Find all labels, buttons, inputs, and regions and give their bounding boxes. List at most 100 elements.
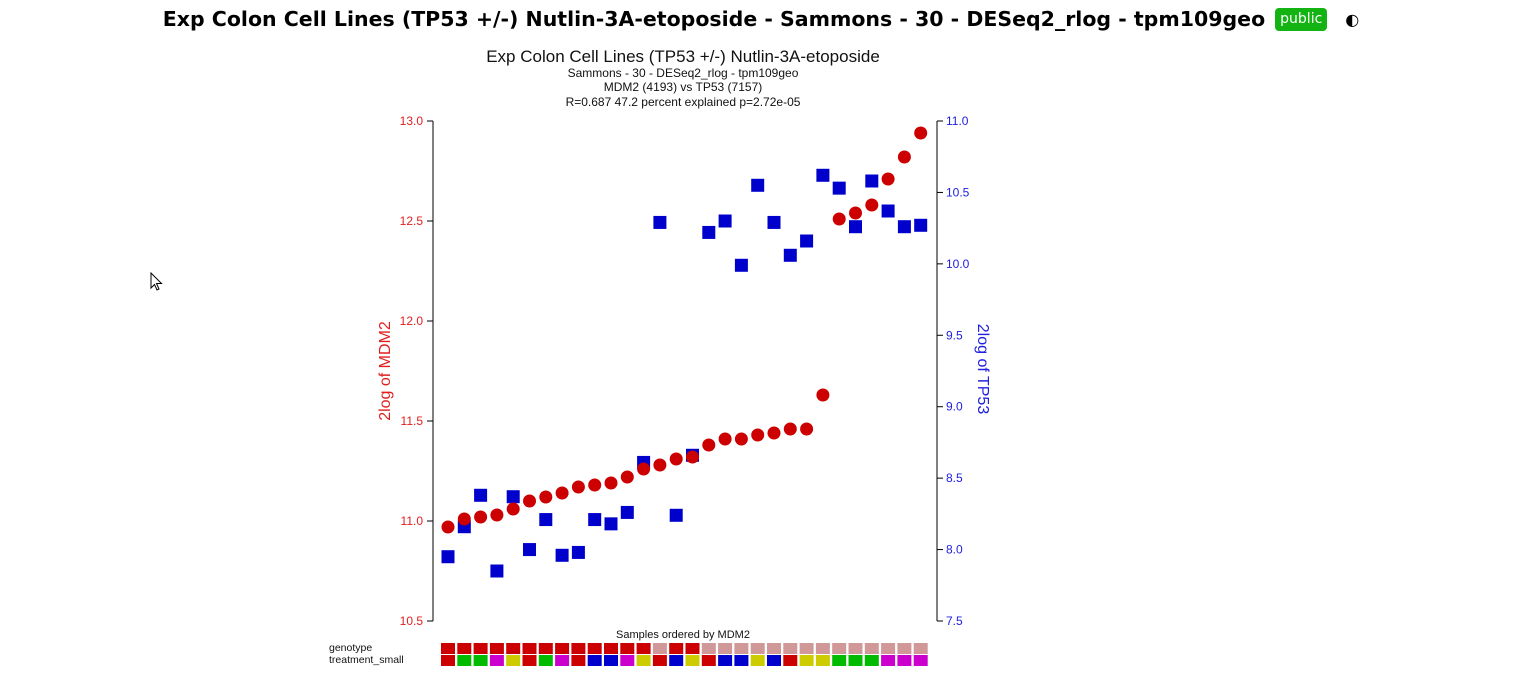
annotation-cell (538, 655, 553, 666)
tp53-point (865, 174, 879, 188)
tp53-point (653, 215, 667, 229)
annotation-cell (473, 643, 488, 654)
tp53-point (490, 564, 504, 578)
left-tick-label: 12.5 (400, 214, 424, 228)
tp53-point (604, 517, 618, 531)
tp53-point (897, 220, 911, 234)
annotation-cell (783, 643, 798, 654)
annotation-cell (669, 643, 684, 654)
mdm2-point (849, 206, 862, 220)
mdm2-point (555, 486, 569, 500)
mdm2-point (474, 510, 488, 524)
annotation-cell (604, 643, 618, 654)
mdm2-point (637, 462, 651, 476)
annotation-cell (750, 655, 765, 666)
annotation-cell (897, 643, 912, 654)
tp53-point (881, 204, 895, 218)
right-tick-label: 7.5 (946, 614, 963, 628)
annotation-cell (538, 643, 553, 654)
annotation-cell (604, 655, 618, 666)
annotation-cell (555, 655, 570, 666)
annotation-row-label-genotype: genotype (329, 642, 372, 654)
annotation-cell (701, 655, 716, 666)
right-tick-label: 10.0 (946, 257, 970, 271)
annotation-cell (652, 643, 667, 654)
left-tick-label: 11.0 (401, 514, 424, 528)
annotation-cell (636, 643, 651, 654)
annotation-cell (620, 643, 635, 654)
mdm2-point (506, 502, 520, 516)
annotation-cell (587, 655, 602, 666)
annotation-cell (734, 655, 749, 666)
annotation-rows (441, 643, 928, 666)
annotation-cell (473, 655, 488, 666)
tp53-point (620, 505, 634, 519)
mdm2-point (571, 480, 585, 494)
left-axis-ticks: 10.5 11.0 11.5 12.0 12.5 13.0 (400, 114, 433, 628)
annotation-cell (832, 643, 847, 654)
mdm2-point (914, 126, 928, 140)
annotation-cell (734, 643, 749, 654)
annotation-cell (913, 643, 928, 654)
annotation-cell (832, 655, 847, 666)
annotation-cell (457, 643, 472, 654)
annotation-cell (897, 655, 912, 666)
tp53-point (816, 168, 830, 182)
annotation-row-label-treatment: treatment_small (329, 654, 404, 666)
mdm2-point (800, 422, 814, 436)
left-axis-label: 2log of MDM2 (377, 321, 394, 421)
annotation-cell (767, 655, 781, 666)
annotation-cell (489, 643, 504, 654)
annotation-cell (506, 655, 521, 666)
mdm2-point (653, 458, 667, 472)
annotation-cell (636, 655, 651, 666)
page-title: Exp Colon Cell Lines (TP53 +/-) Nutlin-3… (162, 7, 1266, 31)
left-tick-label: 12.0 (400, 314, 424, 328)
annotation-cell (441, 655, 455, 666)
tp53-point (588, 513, 602, 527)
annotation-cell (864, 655, 879, 666)
right-axis-label: 2log of TP53 (974, 324, 991, 415)
tp53-point (506, 490, 520, 504)
annotation-cell (652, 655, 667, 666)
annotation-cell (750, 643, 765, 654)
mdm2-point (686, 450, 699, 464)
mdm2-point (865, 198, 879, 212)
right-tick-label: 10.5 (946, 185, 970, 199)
tp53-point (474, 488, 488, 502)
chart-subtitle-3: R=0.687 47.2 percent explained p=2.72e-0… (566, 95, 801, 109)
tp53-point (441, 550, 455, 564)
contrast-toggle-icon[interactable]: ◐ (1345, 9, 1360, 29)
tp53-point (734, 258, 748, 272)
annotation-cell (718, 643, 733, 654)
annotation-cell (571, 655, 586, 666)
mdm2-point (718, 432, 732, 446)
annotation-cell (669, 655, 684, 666)
mdm2-point (832, 212, 846, 226)
annotation-cell (783, 655, 798, 666)
left-tick-label: 10.5 (400, 614, 424, 628)
mdm2-point (457, 512, 471, 526)
x-axis-label: Samples ordered by MDM2 (616, 629, 750, 641)
mdm2-point (604, 476, 618, 490)
mdm2-point (751, 428, 765, 442)
tp53-series (441, 168, 928, 578)
annotation-cell (571, 643, 586, 654)
mdm2-point (669, 452, 683, 466)
annotation-cell (522, 643, 537, 654)
mdm2-series (441, 126, 928, 534)
mdm2-point (523, 494, 536, 508)
tp53-point (523, 543, 536, 557)
tp53-point (800, 234, 814, 248)
annotation-cell (522, 655, 537, 666)
chart-subtitle-1: Sammons - 30 - DESeq2_rlog - tpm109geo (568, 66, 799, 80)
annotation-cell (587, 643, 602, 654)
arrow-cursor-icon (150, 272, 163, 291)
right-tick-label: 9.5 (946, 328, 963, 342)
public-badge[interactable]: public (1275, 7, 1328, 31)
annotation-cell (685, 655, 700, 666)
annotation-cell (685, 643, 700, 654)
annotation-cell (799, 655, 814, 666)
left-tick-label: 13.0 (400, 114, 424, 128)
